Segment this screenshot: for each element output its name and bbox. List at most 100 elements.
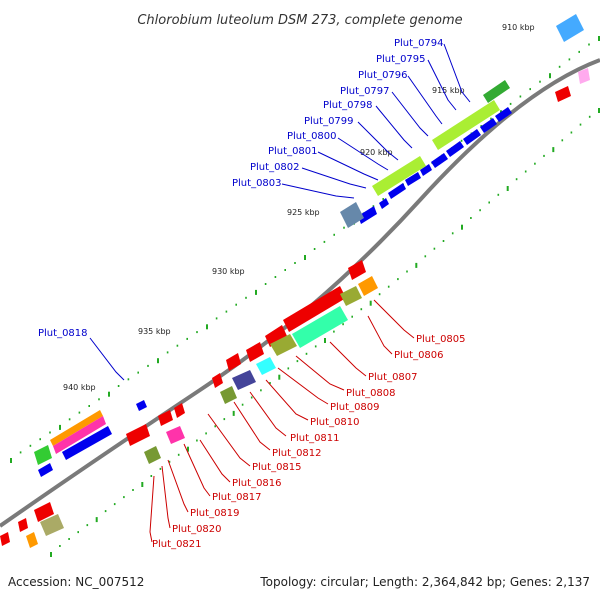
- gene-feature[interactable]: [144, 446, 161, 464]
- gene-label[interactable]: Plut_0806: [394, 350, 444, 361]
- minor-tick: [177, 453, 180, 456]
- major-tick: [59, 424, 61, 430]
- gene-feature[interactable]: [292, 306, 348, 348]
- gene-arrow[interactable]: [0, 532, 10, 546]
- gene-arrow[interactable]: [226, 353, 241, 371]
- minor-tick: [333, 330, 335, 333]
- gene-label[interactable]: Plut_0819: [190, 508, 240, 519]
- gene-label[interactable]: Plut_0810: [310, 417, 360, 428]
- gene-arrow[interactable]: [34, 502, 54, 522]
- gene-label[interactable]: Plut_0820: [172, 524, 222, 535]
- gene-feature[interactable]: [556, 14, 584, 42]
- minor-tick: [314, 345, 317, 348]
- gene-feature[interactable]: [166, 426, 185, 444]
- gene-label[interactable]: Plut_0817: [212, 492, 262, 503]
- minor-tick: [378, 293, 381, 296]
- major-tick: [141, 482, 144, 487]
- gene-feature[interactable]: [34, 445, 52, 465]
- major-tick: [255, 289, 257, 295]
- major-tick: [324, 338, 326, 343]
- gene-feature[interactable]: [220, 386, 237, 404]
- gene-arrow[interactable]: [18, 518, 28, 532]
- gene-arrow[interactable]: [158, 410, 173, 426]
- gene-feature[interactable]: [358, 276, 378, 296]
- gene-arrow[interactable]: [431, 153, 448, 168]
- gene-arrow[interactable]: [62, 426, 112, 460]
- major-tick: [598, 36, 600, 41]
- major-tick: [506, 186, 509, 191]
- gene-label[interactable]: Plut_0794: [394, 38, 444, 49]
- gene-arrow[interactable]: [246, 342, 264, 362]
- gene-arrow[interactable]: [446, 141, 464, 157]
- gene-arrow[interactable]: [212, 373, 223, 388]
- gene-label[interactable]: Plut_0815: [252, 462, 302, 473]
- gene-label[interactable]: Plut_0803: [232, 178, 282, 189]
- gene-label[interactable]: Plut_0816: [232, 478, 282, 489]
- gene-arrow[interactable]: [174, 403, 185, 418]
- minor-tick: [313, 248, 316, 250]
- minor-tick: [104, 510, 107, 513]
- gene-label[interactable]: Plut_0796: [358, 70, 408, 81]
- gene-feature[interactable]: [483, 80, 510, 103]
- gene-arrow[interactable]: [495, 107, 512, 122]
- gene-feature[interactable]: [270, 334, 297, 356]
- gene-feature[interactable]: [40, 514, 64, 536]
- gene-label[interactable]: Plut_0797: [340, 86, 390, 97]
- gene-arrow[interactable]: [405, 172, 421, 186]
- gene-arrow[interactable]: [420, 164, 432, 176]
- minor-tick: [479, 209, 481, 212]
- gene-arrow[interactable]: [126, 424, 150, 446]
- gene-label[interactable]: Plut_0808: [346, 388, 396, 399]
- gene-feature[interactable]: [432, 100, 500, 150]
- gene-label[interactable]: Plut_0812: [272, 448, 322, 459]
- gene-arrow[interactable]: [136, 400, 147, 411]
- gene-label[interactable]: Plut_0799: [304, 116, 354, 127]
- gene-label[interactable]: Plut_0802: [250, 162, 300, 173]
- gene-feature[interactable]: [372, 156, 426, 196]
- gene-arrow[interactable]: [283, 286, 346, 332]
- gene-feature[interactable]: [50, 410, 103, 446]
- gene-arrow[interactable]: [379, 198, 389, 209]
- gene-feature[interactable]: [232, 370, 256, 390]
- gene-arrow[interactable]: [480, 118, 497, 133]
- minor-tick: [68, 418, 71, 421]
- minor-tick: [433, 247, 436, 250]
- gene-arrow[interactable]: [265, 325, 287, 347]
- gene-label[interactable]: Plut_0811: [290, 433, 340, 444]
- gene-label[interactable]: Plut_0807: [368, 372, 418, 383]
- gene-label[interactable]: Plut_0809: [330, 402, 380, 413]
- gene-feature[interactable]: [53, 416, 106, 454]
- scale-label-940: 940 kbp: [63, 383, 96, 392]
- minor-tick: [225, 310, 228, 313]
- gene-label[interactable]: Plut_0801: [268, 146, 318, 157]
- gene-feature[interactable]: [578, 68, 590, 84]
- minor-tick: [214, 425, 216, 428]
- gene-feature[interactable]: [256, 357, 276, 375]
- minor-tick: [29, 444, 32, 447]
- gene-label[interactable]: Plut_0821: [152, 539, 202, 550]
- gene-arrow[interactable]: [555, 86, 571, 102]
- minor-tick: [558, 65, 561, 68]
- minor-tick: [333, 233, 335, 236]
- gene-label[interactable]: Plut_0800: [287, 131, 337, 142]
- major-tick: [461, 224, 463, 230]
- minor-tick: [561, 139, 564, 142]
- gene-arrow[interactable]: [348, 260, 366, 280]
- minor-tick: [39, 438, 41, 441]
- gene-label[interactable]: Plut_0798: [323, 100, 373, 111]
- gene-arrow[interactable]: [388, 183, 406, 199]
- gene-label[interactable]: Plut_0795: [376, 54, 426, 65]
- minor-tick: [168, 460, 171, 463]
- gene-arrow[interactable]: [463, 129, 481, 145]
- gene-feature[interactable]: [340, 286, 362, 306]
- gene-feature[interactable]: [26, 532, 38, 548]
- gene-label[interactable]: Plut_0818: [38, 328, 88, 339]
- minor-tick: [78, 411, 81, 414]
- gene-arrow[interactable]: [38, 463, 53, 477]
- gene-feature[interactable]: [340, 202, 364, 228]
- gene-label[interactable]: Plut_0805: [416, 334, 466, 345]
- minor-tick: [387, 285, 390, 288]
- minor-tick: [269, 382, 271, 384]
- gene-arrow[interactable]: [358, 206, 377, 224]
- minor-tick: [424, 255, 427, 258]
